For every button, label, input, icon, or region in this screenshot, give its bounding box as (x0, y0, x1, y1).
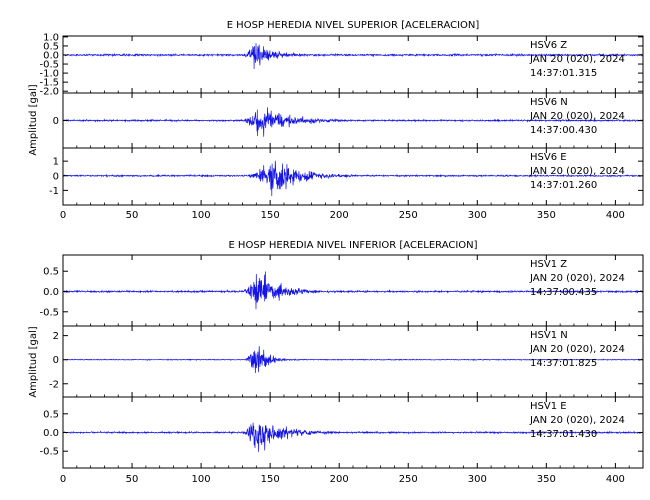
x-tick-label: 100 (192, 474, 211, 485)
y-tick-label: -0.5 (39, 60, 59, 71)
series-line (62, 346, 644, 374)
station-label: HSV6 N (530, 97, 568, 108)
y-tick-label: 0.5 (43, 409, 59, 420)
station-label: HSV6 Z (530, 40, 567, 51)
series-line (63, 160, 644, 197)
y-axis-label: Amplitud [gal] (28, 326, 39, 397)
y-tick-label: -2 (49, 379, 59, 390)
chart-1: E HOSP HEREDIA NIVEL SUPERIOR [ACELERACI… (28, 20, 644, 221)
station-label: HSV1 N (530, 330, 568, 341)
x-tick-label: 250 (399, 210, 418, 221)
x-tick-label: 200 (330, 210, 349, 221)
y-tick-label: 0.5 (43, 41, 59, 52)
y-tick-label: 0.0 (43, 51, 59, 62)
y-axis-label: Amplitud [gal] (28, 84, 39, 155)
y-tick-label: -1 (49, 186, 59, 197)
date-label: JAN 20 (020), 2024 (529, 166, 625, 177)
x-tick-label: 350 (537, 210, 556, 221)
series-line (62, 422, 644, 452)
station-label: HSV1 Z (530, 259, 567, 270)
station-label: HSV6 E (530, 152, 567, 163)
date-label: JAN 20 (020), 2024 (529, 54, 625, 65)
panel-HSV1-E: 0.5 0.0 -0.5 HSV1 E JAN 20 (020), 2024 14:37:… (39, 396, 644, 469)
x-tick-label: 100 (192, 210, 211, 221)
x-tick-label: 250 (399, 474, 418, 485)
chart-title: E HOSP HEREDIA NIVEL SUPERIOR [ACELERACI… (227, 20, 480, 31)
x-tick-label: 300 (468, 210, 487, 221)
panel-HSV1-N: 2 0 -2 HSV1 N JAN 20 (020), 2024 14:37:01.825 (49, 325, 644, 398)
time-label: 14:37:00.435 (530, 287, 597, 298)
y-tick-label: -0.5 (39, 447, 59, 458)
y-tick-label: -1.0 (39, 69, 59, 80)
time-label: 14:37:01.430 (530, 429, 597, 440)
series-line (62, 271, 644, 310)
x-tick-label: 0 (60, 210, 66, 221)
x-tick-label: 50 (126, 474, 139, 485)
date-label: JAN 20 (020), 2024 (529, 415, 625, 426)
panel-HSV6-Z: 1.00.50.0-0.5-1.0-1.5-2.0 HSV6 Z JAN 20 (0… (39, 32, 644, 98)
x-tick-label: 350 (537, 474, 556, 485)
time-label: 14:37:00.430 (530, 125, 597, 136)
panel-HSV6-N: 0 HSV6 N JAN 20 (020), 2024 14:37:00.430 (53, 92, 644, 149)
x-tick-label: 150 (261, 210, 280, 221)
panel-HSV6-E: 1 0 -1 HSV6 E JAN 20 (020), 2024 14:37:01.260 (49, 147, 644, 206)
y-tick-label: -1.5 (39, 78, 59, 89)
series-line (62, 43, 644, 70)
time-label: 14:37:01.825 (530, 358, 597, 369)
x-tick-label: 300 (468, 474, 487, 485)
chart-title: E HOSP HEREDIA NIVEL INFERIOR [ACELERACI… (228, 240, 477, 251)
x-tick-label: 200 (330, 474, 349, 485)
y-tick-label: 0.0 (43, 287, 59, 298)
y-tick-label: 1 (53, 157, 59, 168)
date-label: JAN 20 (020), 2024 (529, 273, 625, 284)
y-tick-label: 0.0 (43, 428, 59, 439)
date-label: JAN 20 (020), 2024 (529, 344, 625, 355)
y-tick-label: 1.0 (43, 32, 59, 43)
x-tick-label: 400 (606, 474, 625, 485)
y-tick-label: 2 (53, 331, 59, 342)
y-tick-label: 0.5 (43, 267, 59, 278)
panel-HSV1-Z: 0.5 0.0 -0.5 HSV1 Z JAN 20 (020), 2024 14:37:… (39, 254, 644, 327)
y-tick-label: -0.5 (39, 307, 59, 318)
x-tick-label: 150 (261, 474, 280, 485)
time-label: 14:37:01.260 (530, 180, 597, 191)
date-label: JAN 20 (020), 2024 (529, 111, 625, 122)
y-tick-label: 0 (53, 116, 59, 127)
y-tick-label: 0 (53, 171, 59, 182)
y-tick-label: -2.0 (39, 87, 59, 98)
x-tick-label: 50 (126, 210, 139, 221)
series-line (62, 107, 644, 137)
chart-2: E HOSP HEREDIA NIVEL INFERIOR [ACELERACI… (28, 240, 644, 485)
station-label: HSV1 E (530, 401, 567, 412)
x-tick-label: 400 (606, 210, 625, 221)
time-label: 14:37:01.315 (530, 68, 597, 79)
y-tick-label: 0 (53, 355, 59, 366)
x-tick-label: 0 (60, 474, 66, 485)
